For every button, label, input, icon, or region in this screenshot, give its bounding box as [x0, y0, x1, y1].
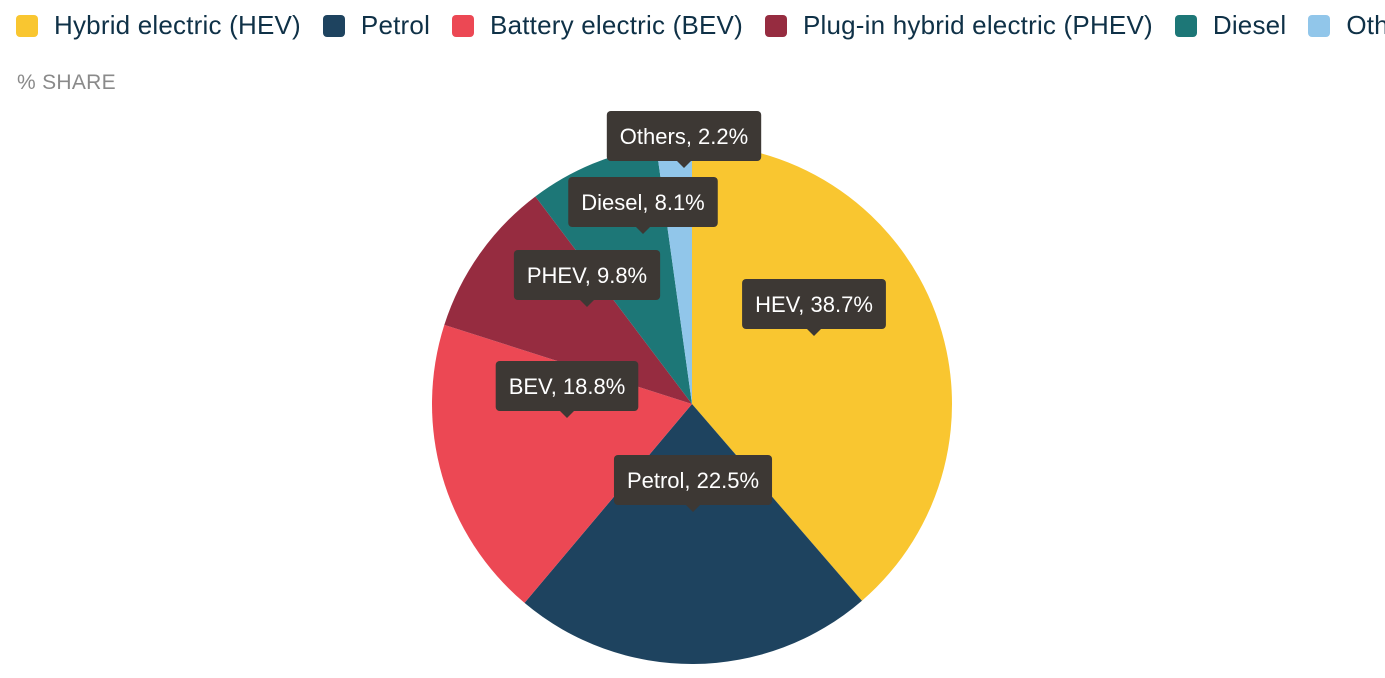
legend-item-others[interactable]: Others — [1308, 10, 1385, 41]
chart-subtitle: % SHARE — [17, 71, 116, 94]
data-label-box — [568, 177, 718, 227]
data-label-text: Petrol, 22.5% — [627, 468, 759, 493]
legend-label-others: Others — [1346, 10, 1385, 40]
data-label-box — [613, 455, 773, 505]
legend-swatch-diesel — [1174, 14, 1197, 37]
pie-slice-phev[interactable] — [444, 196, 692, 404]
data-label-phev: PHEV, 9.8% — [513, 250, 661, 307]
data-label-pointer — [636, 227, 650, 234]
legend-item-bev[interactable]: Battery electric (BEV) — [452, 10, 743, 41]
data-label-box — [495, 361, 639, 411]
pie-data-labels: HEV, 38.7% Petrol, 22.5% BEV, 18.8% PHEV, 9… — [495, 111, 886, 512]
data-label-bev: BEV, 18.8% — [495, 361, 639, 418]
legend-swatch-bev — [452, 14, 475, 37]
legend-swatch-hev — [16, 14, 38, 37]
legend-item-hev[interactable]: Hybrid electric (HEV) — [16, 10, 301, 41]
data-label-hev: HEV, 38.7% — [742, 279, 886, 336]
legend-item-petrol[interactable]: Petrol — [322, 10, 431, 41]
legend-label-hev: Hybrid electric (HEV) — [54, 10, 301, 40]
legend-swatch-petrol — [322, 14, 345, 37]
legend-item-diesel[interactable]: Diesel — [1174, 10, 1287, 41]
legend-swatch-others — [1308, 14, 1331, 37]
data-label-pointer — [686, 505, 700, 512]
data-label-box — [606, 111, 762, 161]
legend-label-phev: Plug-in hybrid electric (PHEV) — [802, 10, 1153, 40]
pie-slice-hev[interactable] — [692, 144, 953, 601]
data-label-pointer — [807, 329, 821, 336]
legend-label-petrol: Petrol — [360, 10, 431, 40]
data-label-text: PHEV, 9.8% — [527, 263, 647, 288]
legend-item-phev[interactable]: Plug-in hybrid electric (PHEV) — [764, 10, 1153, 41]
data-label-pointer — [677, 161, 691, 168]
chart-legend: Hybrid electric (HEV) Petrol Battery ele… — [16, 10, 1385, 41]
data-label-text: BEV, 18.8% — [509, 374, 626, 399]
data-label-pointer — [560, 411, 574, 418]
pie-slice-petrol[interactable] — [524, 404, 862, 664]
data-label-text: Others, 2.2% — [620, 124, 748, 149]
data-label-petrol: Petrol, 22.5% — [613, 455, 773, 512]
data-label-diesel: Diesel, 8.1% — [568, 177, 718, 234]
data-label-others: Others, 2.2% — [606, 111, 762, 168]
data-label-box — [742, 279, 886, 329]
legend-label-diesel: Diesel — [1212, 10, 1287, 40]
data-label-text: Diesel, 8.1% — [581, 190, 705, 215]
data-label-box — [513, 250, 661, 300]
data-label-pointer — [580, 300, 594, 307]
legend-label-bev: Battery electric (BEV) — [490, 10, 743, 40]
data-label-text: HEV, 38.7% — [755, 292, 873, 317]
legend-swatch-phev — [764, 14, 787, 37]
